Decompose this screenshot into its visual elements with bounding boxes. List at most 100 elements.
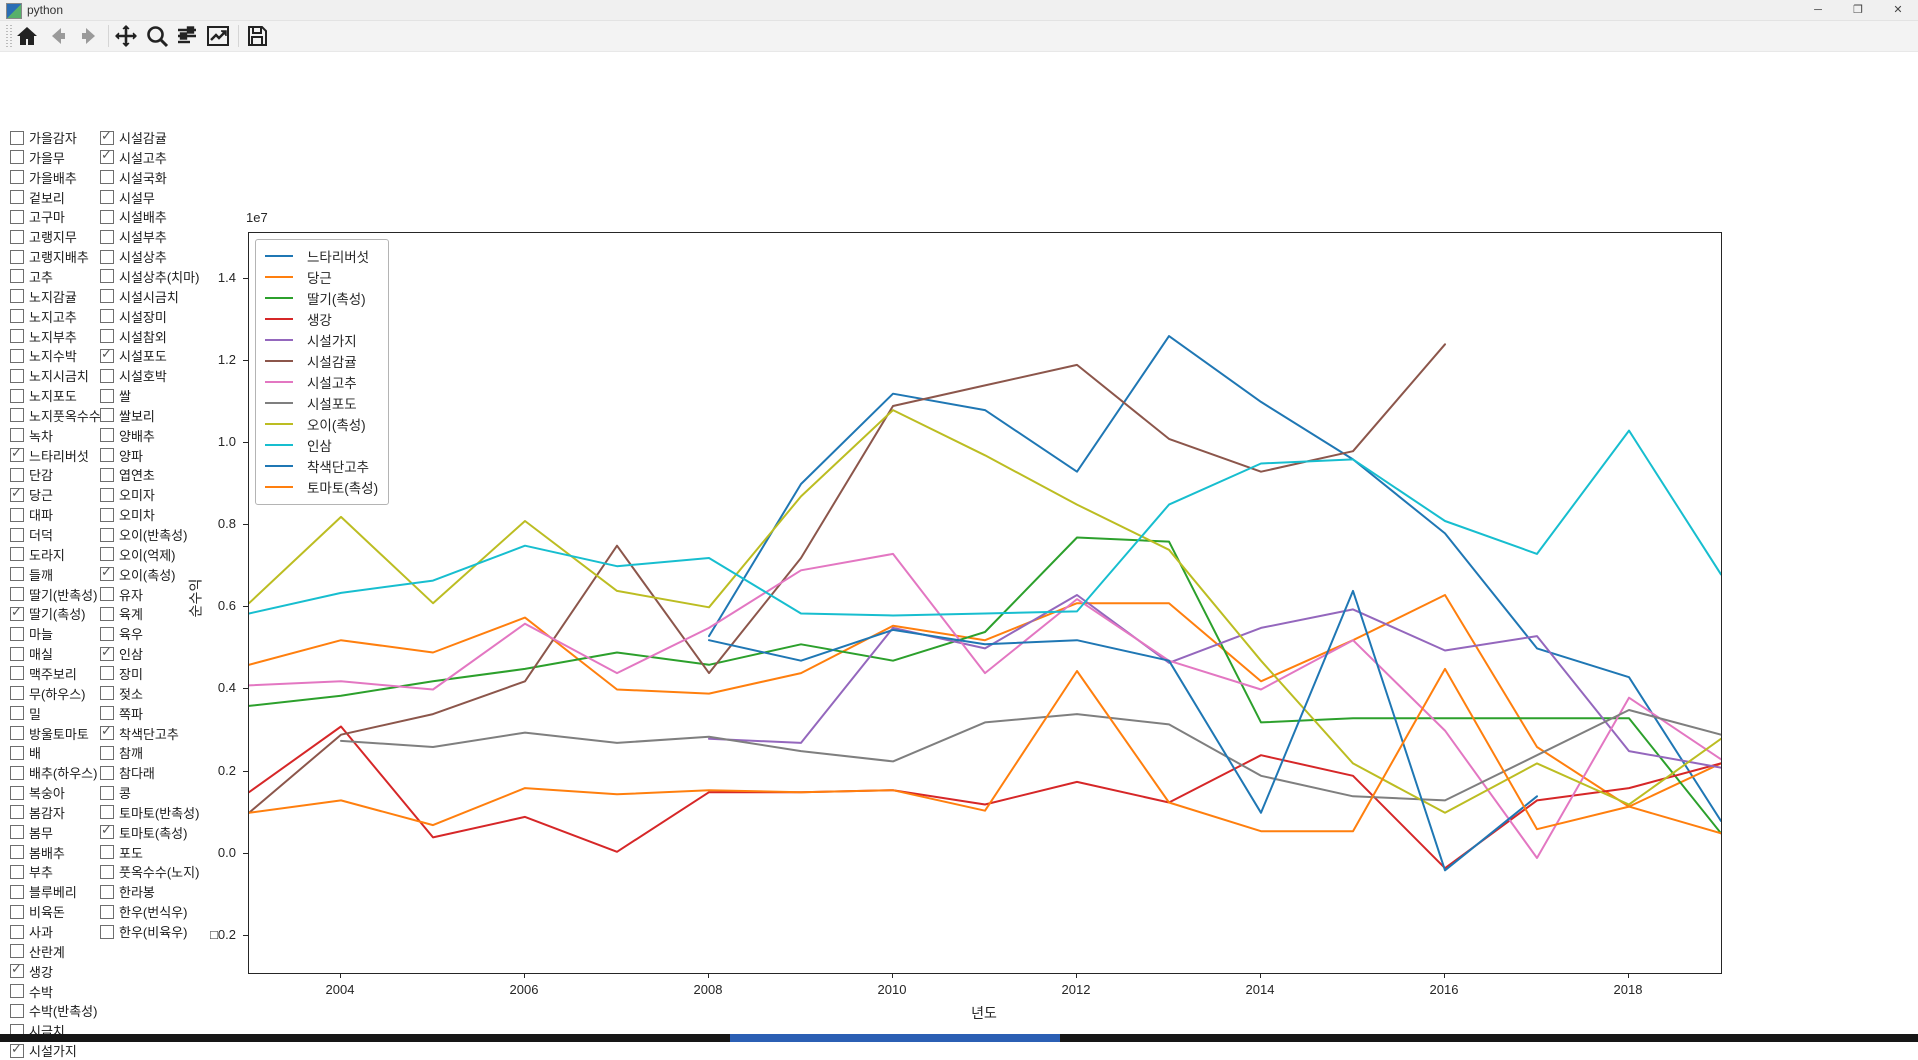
checkbox-row[interactable]: 쌀보리	[100, 406, 155, 424]
checkbox-unchecked[interactable]	[10, 428, 24, 443]
checkbox-unchecked[interactable]	[10, 845, 24, 860]
checkbox-unchecked[interactable]	[10, 527, 24, 542]
checkbox-unchecked[interactable]	[100, 864, 114, 879]
checkbox-unchecked[interactable]	[100, 190, 114, 205]
checkbox-checked[interactable]: ✓	[100, 644, 114, 661]
checkbox-row[interactable]: 콩	[100, 783, 131, 801]
checkbox-unchecked[interactable]	[10, 904, 24, 919]
checkbox-unchecked[interactable]	[100, 229, 114, 244]
checkbox-unchecked[interactable]	[10, 150, 24, 165]
checkbox-unchecked[interactable]	[10, 587, 24, 602]
checkbox-checked[interactable]: ✓	[10, 445, 24, 463]
checkbox-row[interactable]: 양파	[100, 446, 143, 464]
checkbox-row[interactable]: 겉보리	[10, 188, 65, 206]
checkbox-unchecked[interactable]	[100, 408, 114, 423]
checkbox-row[interactable]: 시설상추(치마)	[100, 267, 199, 285]
checkbox-unchecked[interactable]	[100, 547, 114, 562]
save-icon[interactable]	[245, 24, 271, 48]
checkbox-row[interactable]: 시설참외	[100, 327, 167, 345]
checkbox-checked[interactable]: ✓	[100, 723, 114, 740]
checkbox-row[interactable]: 오미차	[100, 505, 155, 523]
checkbox-unchecked[interactable]	[100, 428, 114, 443]
checkbox-row[interactable]: 들깨	[10, 565, 53, 583]
checkbox-row[interactable]: ✓ 생강	[10, 961, 53, 980]
checkbox-unchecked[interactable]	[10, 646, 24, 661]
checkbox-unchecked[interactable]	[10, 170, 24, 185]
checkbox-unchecked[interactable]	[100, 368, 114, 383]
checkbox-row[interactable]: 유자	[100, 585, 143, 603]
checkbox-unchecked[interactable]	[10, 269, 24, 284]
checkbox-row[interactable]: 풋옥수수(노지)	[100, 862, 199, 880]
checkbox-row[interactable]: 육계	[100, 604, 143, 622]
checkbox-row[interactable]: 무(하우스)	[10, 684, 86, 702]
checkbox-unchecked[interactable]	[10, 190, 24, 205]
checkbox-unchecked[interactable]	[100, 289, 114, 304]
checkbox-row[interactable]: 마늘	[10, 624, 53, 642]
checkbox-row[interactable]: 참다래	[100, 763, 155, 781]
checkbox-row[interactable]: 수박(반촉성)	[10, 1001, 97, 1019]
zoom-icon[interactable]	[145, 24, 171, 48]
checkbox-unchecked[interactable]	[10, 1003, 24, 1018]
checkbox-unchecked[interactable]	[10, 547, 24, 562]
toolbar-grip[interactable]	[6, 25, 12, 47]
checkbox-unchecked[interactable]	[10, 567, 24, 582]
checkbox-unchecked[interactable]	[10, 666, 24, 681]
checkbox-unchecked[interactable]	[100, 329, 114, 343]
checkbox-row[interactable]: 노지포도	[10, 386, 77, 404]
checkbox-row[interactable]: ✓ 착색단고추	[100, 723, 179, 742]
checkbox-row[interactable]: ✓ 당근	[10, 485, 53, 503]
checkbox-unchecked[interactable]	[100, 884, 114, 899]
home-icon[interactable]	[15, 24, 41, 48]
checkbox-row[interactable]: 비육돈	[10, 902, 65, 920]
checkbox-row[interactable]: 녹차	[10, 426, 53, 444]
checkbox-unchecked[interactable]	[10, 507, 24, 522]
back-icon[interactable]	[46, 24, 72, 48]
checkbox-unchecked[interactable]	[100, 467, 114, 482]
checkbox-unchecked[interactable]	[100, 845, 114, 860]
checkbox-row[interactable]: 엽연초	[100, 465, 155, 483]
checkbox-unchecked[interactable]	[10, 289, 24, 304]
checkbox-unchecked[interactable]	[10, 229, 24, 244]
checkbox-unchecked[interactable]	[100, 626, 114, 641]
checkbox-checked[interactable]: ✓	[10, 604, 24, 621]
checkbox-checked[interactable]: ✓	[10, 485, 24, 502]
checkbox-unchecked[interactable]	[100, 805, 114, 820]
checkbox-row[interactable]: 노지시금치	[10, 366, 89, 384]
checkbox-checked[interactable]: ✓	[100, 346, 114, 363]
checkbox-row[interactable]: 젖소	[100, 684, 143, 702]
checkbox-row[interactable]: 봄배추	[10, 843, 65, 861]
checkbox-row[interactable]: 도라지	[10, 545, 65, 563]
checkbox-unchecked[interactable]	[100, 686, 114, 701]
checkbox-unchecked[interactable]	[100, 448, 114, 463]
checkbox-unchecked[interactable]	[10, 785, 24, 800]
checkbox-row[interactable]: 배	[10, 743, 41, 761]
checkbox-unchecked[interactable]	[100, 209, 114, 224]
checkbox-unchecked[interactable]	[10, 388, 24, 403]
checkbox-unchecked[interactable]	[10, 309, 24, 324]
checkbox-unchecked[interactable]	[10, 626, 24, 641]
checkbox-unchecked[interactable]	[10, 348, 24, 363]
checkbox-unchecked[interactable]	[100, 170, 114, 185]
checkbox-row[interactable]: 맥주보리	[10, 664, 77, 682]
checkbox-row[interactable]: 오이(억제)	[100, 545, 176, 563]
checkbox-row[interactable]: 시설장미	[100, 307, 167, 325]
checkbox-row[interactable]: ✓ 시설감귤	[100, 128, 167, 146]
checkbox-row[interactable]: 고추	[10, 267, 53, 285]
checkbox-row[interactable]: 시설시금치	[100, 287, 179, 305]
checkbox-row[interactable]: 노지고추	[10, 307, 77, 325]
pan-icon[interactable]	[114, 24, 140, 48]
checkbox-unchecked[interactable]	[10, 984, 24, 999]
checkbox-row[interactable]: 시설국화	[100, 168, 167, 186]
checkbox-unchecked[interactable]	[100, 249, 114, 264]
checkbox-row[interactable]: 봄감자	[10, 803, 65, 821]
checkbox-unchecked[interactable]	[10, 924, 24, 939]
checkbox-row[interactable]: 토마토(반촉성)	[100, 803, 199, 821]
checkbox-unchecked[interactable]	[100, 904, 114, 919]
checkbox-row[interactable]: 쪽파	[100, 704, 143, 722]
checkbox-unchecked[interactable]	[10, 686, 24, 701]
checkbox-row[interactable]: 대파	[10, 505, 53, 523]
checkbox-unchecked[interactable]	[10, 745, 24, 760]
checkbox-unchecked[interactable]	[10, 884, 24, 899]
checkbox-row[interactable]: 노지감귤	[10, 287, 77, 305]
checkbox-unchecked[interactable]	[10, 944, 24, 959]
